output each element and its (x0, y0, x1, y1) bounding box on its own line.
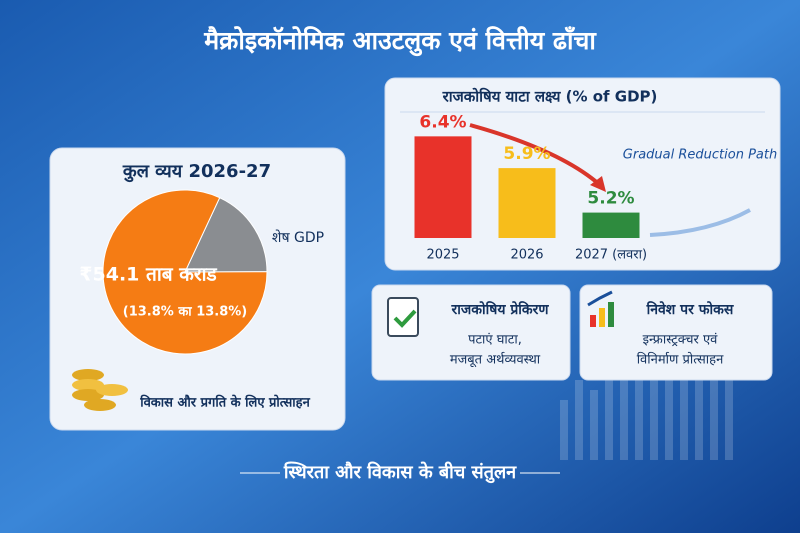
card-line: इन्फ्रास्ट्रक्चर एवं (643, 333, 719, 348)
x-tick-label: 2026 (510, 248, 543, 263)
slice-label: शेष GDP (272, 229, 324, 246)
invest-icon (587, 290, 614, 327)
arrow-head (590, 176, 606, 192)
investment-card (579, 284, 773, 381)
pie-annotation: ₹54.1 ताब कराड (79, 264, 217, 286)
bar (582, 212, 640, 238)
value-label: 6.4% (419, 112, 466, 132)
fiscal-card (371, 284, 571, 381)
pie-slice (102, 189, 268, 355)
value-label: 5.9% (503, 144, 550, 164)
caption: विकास और प्रगति के लिए प्रोत्साहन (139, 395, 310, 411)
reduction-arrow (649, 208, 751, 237)
pie-annotation: (13.8% का 13.8%) (123, 305, 248, 320)
clipboard-icon (387, 297, 419, 337)
bar (414, 136, 472, 238)
footer: स्थिरता और विकास के बीच संतुलन (283, 461, 517, 484)
card-title: कुल व्यय 2026-27 (122, 161, 271, 183)
card-title: निवेश पर फोकस (646, 301, 734, 318)
card-line: मजबूत अर्थव्यवस्था (450, 352, 541, 368)
page-title: मैक्रोइकॉनोमिक आउटलुक एवं वित्तीय ढाँचा (203, 26, 597, 57)
card-line: विनिर्माण प्रोत्साहन (637, 352, 724, 368)
trend-arrow (469, 123, 602, 187)
annotation: Gradual Reduction Path (623, 148, 777, 163)
card-title: राजकोषिय प्रेकिरण (450, 301, 549, 318)
value-label: 5.2% (587, 189, 634, 209)
check-icon (393, 309, 417, 328)
card-line: पटाएं घाटा, (468, 333, 522, 348)
x-tick-label: 2025 (426, 248, 459, 263)
coins (72, 369, 128, 411)
x-tick-label: 2027 (लवरा) (575, 248, 647, 263)
chart-title: राजकोषिय याटा लक्ष्य (% of GDP) (442, 88, 658, 106)
pie-slice (184, 197, 268, 273)
bar (498, 168, 556, 238)
